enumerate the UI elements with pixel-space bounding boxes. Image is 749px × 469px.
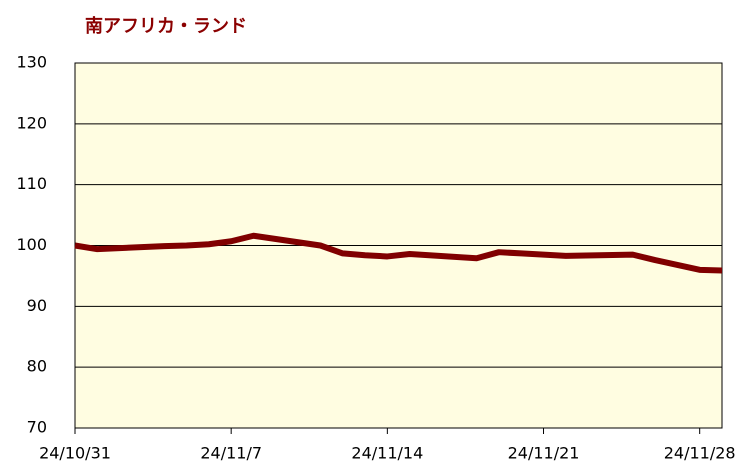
x-tick-label: 24/10/31 — [39, 444, 111, 463]
y-tick-label: 100 — [16, 235, 47, 254]
chart-title: 南アフリカ・ランド — [85, 15, 247, 37]
x-tick-label: 24/11/14 — [351, 444, 423, 463]
y-tick-label: 80 — [27, 357, 47, 376]
y-tick-label: 130 — [16, 53, 47, 72]
x-tick-label: 24/11/28 — [664, 444, 736, 463]
y-tick-label: 90 — [27, 296, 47, 315]
x-tick-label: 24/11/21 — [508, 444, 580, 463]
y-tick-label: 120 — [16, 113, 47, 132]
y-tick-label: 70 — [27, 418, 47, 437]
data-line — [74, 232, 723, 274]
x-tick-label: 24/11/7 — [200, 444, 262, 463]
y-tick-label: 110 — [16, 174, 47, 193]
